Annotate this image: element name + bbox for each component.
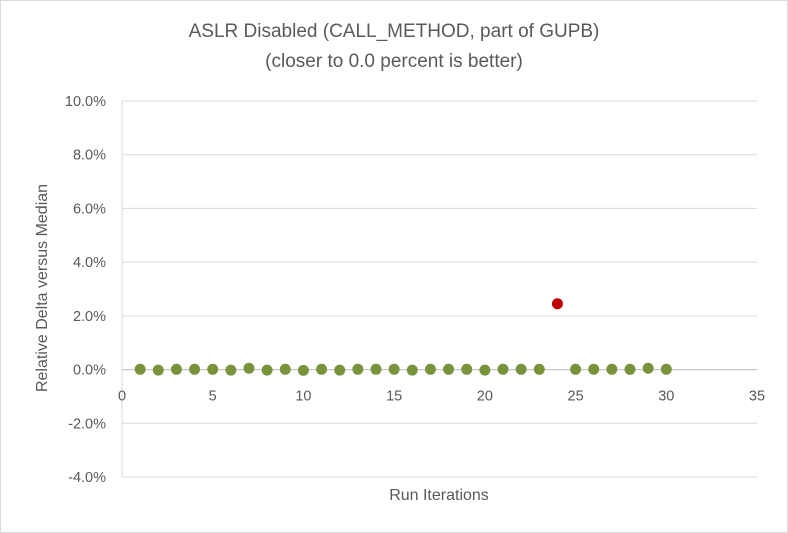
data-point [152,364,164,376]
data-point [606,363,618,375]
data-point [588,363,600,375]
data-point [316,363,328,375]
axes [121,101,757,477]
data-point [370,363,382,375]
y-tick-label: 0.0% [73,363,106,379]
chart-title: ASLR Disabled (CALL_METHOD, part of GUPB… [189,21,600,42]
data-point [134,363,146,375]
x-tick-label: 5 [209,389,217,405]
y-axis-title: Relative Delta versus Median [34,184,51,392]
data-point [660,363,672,375]
data-point [243,362,255,374]
data-point [443,363,455,375]
y-tick-label: 10.0% [65,94,106,110]
x-tick-label: 10 [295,389,311,405]
y-tick-label: 8.0% [73,148,106,164]
chart-subtitle: (closer to 0.0 percent is better) [265,51,523,72]
x-tick-labels: 0 5 10 15 20 25 30 35 [118,389,765,405]
data-point [479,364,491,376]
x-tick-label: 15 [386,389,402,405]
data-point [406,364,418,376]
y-tick-label: -2.0% [68,416,106,432]
data-point [533,363,545,375]
y-tick-label: 2.0% [73,309,106,325]
y-tick-label: -4.0% [68,470,106,486]
x-axis-title: Run Iterations [389,487,489,504]
x-tick-label: 25 [568,389,584,405]
outlier-point [551,298,563,310]
data-point [388,363,400,375]
data-point [497,363,509,375]
y-tick-labels: -4.0% -2.0% 0.0% 2.0% 4.0% 6.0% 8.0% 10.0% [65,94,106,486]
x-tick-label: 35 [749,389,765,405]
data-point [570,363,582,375]
data-point [189,363,201,375]
data-point [261,364,273,376]
data-point [352,363,364,375]
x-tick-label: 20 [477,389,493,405]
data-point [515,363,527,375]
x-tick-label: 0 [118,389,126,405]
x-tick-label: 30 [658,389,674,405]
gridlines [122,100,757,478]
y-tick-label: 6.0% [73,201,106,217]
data-point [170,363,182,375]
data-points [134,298,672,376]
data-point [297,364,309,376]
data-point [624,363,636,375]
data-point [279,363,291,375]
data-point [424,363,436,375]
data-point [225,364,237,376]
data-point [461,363,473,375]
data-point [334,364,346,376]
y-tick-label: 4.0% [73,255,106,271]
data-point [207,363,219,375]
data-point [642,362,654,374]
